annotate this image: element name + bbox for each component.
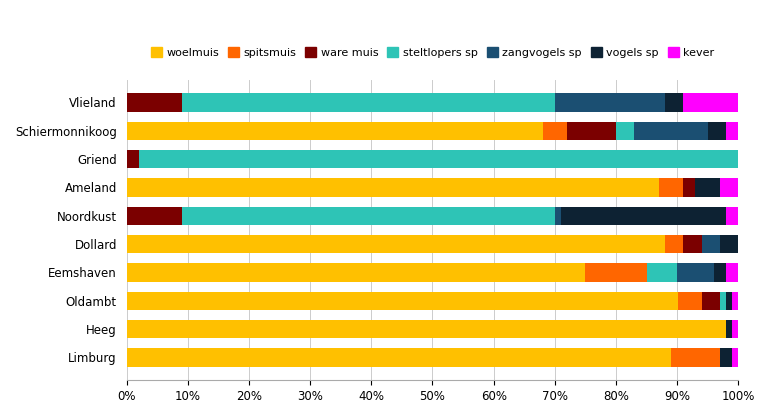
Bar — [720, 348, 732, 367]
Bar — [732, 348, 738, 367]
Bar — [677, 263, 714, 282]
Bar — [634, 122, 708, 140]
Bar — [665, 235, 683, 253]
Bar — [126, 235, 665, 253]
Bar — [708, 122, 726, 140]
Bar — [732, 320, 738, 338]
Bar — [126, 263, 585, 282]
Bar — [701, 235, 720, 253]
Bar — [720, 235, 738, 253]
Bar — [714, 263, 726, 282]
Bar — [182, 206, 555, 225]
Bar — [126, 150, 139, 168]
Bar — [726, 263, 738, 282]
Bar — [732, 291, 738, 310]
Bar — [616, 122, 634, 140]
Bar — [726, 291, 732, 310]
Bar — [555, 206, 561, 225]
Bar — [126, 93, 182, 112]
Bar — [683, 178, 695, 196]
Bar — [720, 291, 726, 310]
Bar — [683, 235, 701, 253]
Bar — [647, 263, 677, 282]
Bar — [126, 206, 182, 225]
Bar — [665, 93, 683, 112]
Bar — [126, 348, 671, 367]
Bar — [671, 348, 720, 367]
Bar — [126, 291, 678, 310]
Bar — [543, 122, 567, 140]
Bar — [561, 206, 726, 225]
Bar — [720, 178, 738, 196]
Bar — [726, 122, 738, 140]
Bar — [726, 206, 738, 225]
Bar — [139, 150, 738, 168]
Bar — [555, 93, 665, 112]
Bar — [126, 178, 659, 196]
Legend: woelmuis, spitsmuis, ware muis, steltlopers sp, zangvogels sp, vogels sp, kever: woelmuis, spitsmuis, ware muis, steltlop… — [146, 43, 718, 62]
Bar — [695, 178, 720, 196]
Bar — [726, 320, 732, 338]
Bar — [567, 122, 616, 140]
Bar — [683, 93, 738, 112]
Bar — [126, 320, 726, 338]
Bar — [182, 93, 555, 112]
Bar — [702, 291, 720, 310]
Bar — [659, 178, 683, 196]
Bar — [126, 122, 543, 140]
Bar — [585, 263, 647, 282]
Bar — [678, 291, 702, 310]
